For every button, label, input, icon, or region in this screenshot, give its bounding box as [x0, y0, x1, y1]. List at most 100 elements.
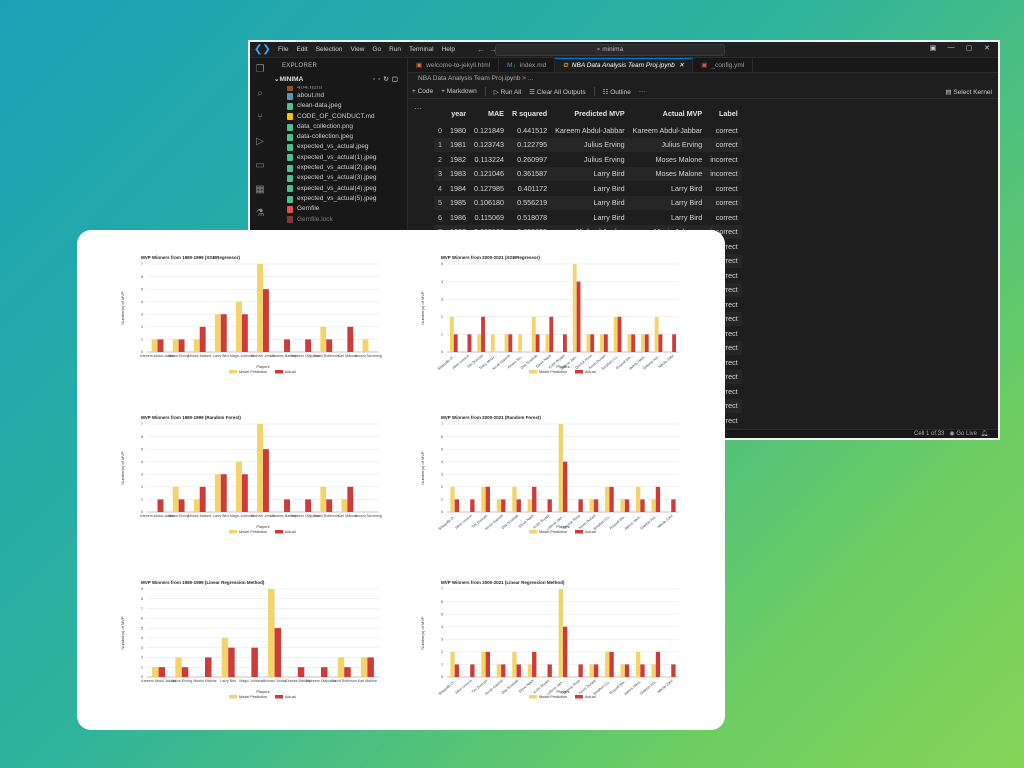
tab-label: welcome-to-jekyll.html: [426, 61, 491, 69]
clear-outputs-button[interactable]: ☰ Clear All Outputs: [529, 88, 586, 96]
source-control-icon[interactable]: ⑂: [257, 112, 263, 123]
cell-more-icon[interactable]: ···: [414, 104, 422, 113]
file-item[interactable]: expected_vs_actual(3).jpeg: [270, 173, 407, 183]
bar-prediction: [531, 316, 536, 352]
search-text: minima: [602, 46, 624, 53]
y-tick-label: 3: [441, 297, 443, 301]
add-code-button[interactable]: + Code: [412, 88, 434, 95]
search-activity-icon[interactable]: ⌕: [257, 88, 263, 99]
file-item[interactable]: expected_vs_actual.jpeg: [270, 142, 407, 152]
menu-go[interactable]: Go: [372, 46, 382, 53]
charts-card: MVP Winners from 1980-1999 (XGBRegressor…: [77, 230, 725, 730]
bar-actual: [590, 334, 595, 352]
y-tick-label: 2: [141, 325, 143, 329]
bar-actual: [470, 664, 475, 677]
menu-help[interactable]: Help: [441, 46, 455, 53]
file-item[interactable]: expected_vs_actual(5).jpeg: [270, 194, 407, 204]
tab-markdown[interactable]: M↓ index.md: [499, 58, 556, 72]
tab-html[interactable]: ▣ welcome-to-jekyll.html: [408, 58, 500, 72]
layout-icon[interactable]: ▣: [929, 45, 937, 52]
file-item[interactable]: Gemfile: [270, 204, 407, 214]
explorer-icon[interactable]: ❐: [255, 64, 265, 75]
bar-prediction: [572, 264, 577, 352]
tab-notebook[interactable]: ⧉ NBA Data Analysis Team Proj.ipynb ✕: [555, 58, 694, 72]
menu-file[interactable]: File: [278, 46, 289, 53]
run-all-label: Run All: [500, 88, 522, 96]
cell-position[interactable]: Cell 1 of 33: [914, 431, 945, 437]
maximize-icon[interactable]: ▢: [965, 45, 973, 52]
file-item[interactable]: clean-data.jpeg: [270, 101, 407, 111]
file-icon: [287, 195, 293, 203]
file-item[interactable]: expected_vs_actual(1).jpeg: [270, 153, 407, 163]
nav-arrows-icon[interactable]: ←→: [476, 45, 501, 54]
menu-view[interactable]: View: [350, 46, 365, 53]
file-item[interactable]: expected_vs_actual(2).jpeg: [270, 163, 407, 173]
x-tick-label: Michael Jordan: [251, 354, 275, 358]
file-item[interactable]: data-collection.jpeg: [270, 132, 407, 142]
legend-swatch-actual: [275, 530, 283, 534]
legend-swatch-actual: [575, 370, 583, 374]
bar-actual: [532, 651, 537, 677]
table-cell: correct: [715, 386, 738, 396]
bar-actual: [609, 486, 614, 512]
tab-yaml[interactable]: ▣ _config.yml: [693, 58, 754, 72]
golive-button[interactable]: Go Live: [956, 431, 978, 437]
project-folder[interactable]: ⌄ MINIMA ▫▫↻▢: [270, 74, 407, 86]
table-cell: 6: [438, 212, 442, 222]
x-tick-label: Dirk Nowitzki: [501, 514, 520, 531]
testing-icon[interactable]: ⚗: [255, 208, 265, 219]
close-tab-icon[interactable]: ✕: [678, 62, 685, 69]
bar-prediction: [450, 316, 454, 352]
table-cell: 2: [438, 154, 442, 164]
bar-actual: [251, 647, 258, 677]
bar-prediction: [152, 667, 159, 677]
table-cell: 3: [434, 166, 446, 181]
file-name: expected_vs_actual(1).jpeg: [297, 153, 377, 161]
more-actions-icon[interactable]: ···: [638, 88, 646, 95]
menu-selection[interactable]: Selection: [315, 46, 343, 53]
select-kernel-button[interactable]: ▤ Select Kernel: [945, 88, 992, 96]
tab-label: index.md: [519, 61, 547, 69]
file-item[interactable]: CODE_OF_CONDUCT.md: [270, 112, 407, 122]
menu-terminal[interactable]: Terminal: [409, 46, 434, 53]
table-cell: correct: [715, 125, 738, 135]
table-cell: incorrect: [706, 166, 742, 181]
extensions-icon[interactable]: ▦: [255, 184, 265, 195]
table-cell: Moses Malone: [655, 154, 703, 164]
bar-actual: [535, 334, 540, 352]
vscode-logo-icon: ❮❯: [254, 43, 271, 55]
bar-prediction: [360, 657, 368, 677]
x-tick-label: Magic Johnson: [230, 354, 254, 358]
y-tick-label: 5: [441, 447, 443, 451]
bar-actual: [326, 339, 333, 352]
table-cell: 0.115069: [474, 212, 504, 222]
run-debug-icon[interactable]: ▷: [256, 136, 264, 147]
x-tick-label: Allen Iverson: [454, 679, 472, 695]
outline-button[interactable]: ☷ Outline: [602, 88, 631, 96]
bar-prediction: [337, 657, 345, 677]
menu-edit[interactable]: Edit: [296, 46, 308, 53]
explorer-actions-icon[interactable]: ▫▫↻▢: [372, 76, 401, 83]
file-item[interactable]: data_collection.png: [270, 122, 407, 132]
bar-actual: [158, 667, 166, 677]
file-item[interactable]: Gemfile.lock: [270, 215, 407, 225]
file-item[interactable]: 404.html: [270, 86, 407, 91]
breadcrumb[interactable]: NBA Data Analysis Team Proj.ipynb > ...: [418, 75, 534, 82]
file-item[interactable]: about.md: [270, 91, 407, 101]
minimize-icon[interactable]: —: [947, 44, 955, 51]
y-tick-label: 5: [441, 612, 443, 616]
close-icon[interactable]: ✕: [984, 45, 990, 52]
menu-run[interactable]: Run: [389, 46, 402, 53]
file-name: clean-data.jpeg: [297, 102, 342, 110]
notifications-icon[interactable]: 🔔︎: [980, 431, 988, 437]
table-cell: correct: [715, 415, 738, 425]
bar-actual: [624, 499, 630, 512]
file-item[interactable]: expected_vs_actual(4).jpeg: [270, 184, 407, 194]
table-cell: 0.121849: [474, 125, 504, 135]
command-center-search[interactable]: ⌕ minima: [495, 44, 725, 56]
remote-explorer-icon[interactable]: ▭: [255, 160, 265, 171]
bar-actual: [624, 664, 630, 677]
add-markdown-button[interactable]: + Markdown: [441, 88, 477, 95]
bar-prediction: [605, 486, 610, 512]
run-all-button[interactable]: ▷ Run All: [493, 88, 522, 96]
